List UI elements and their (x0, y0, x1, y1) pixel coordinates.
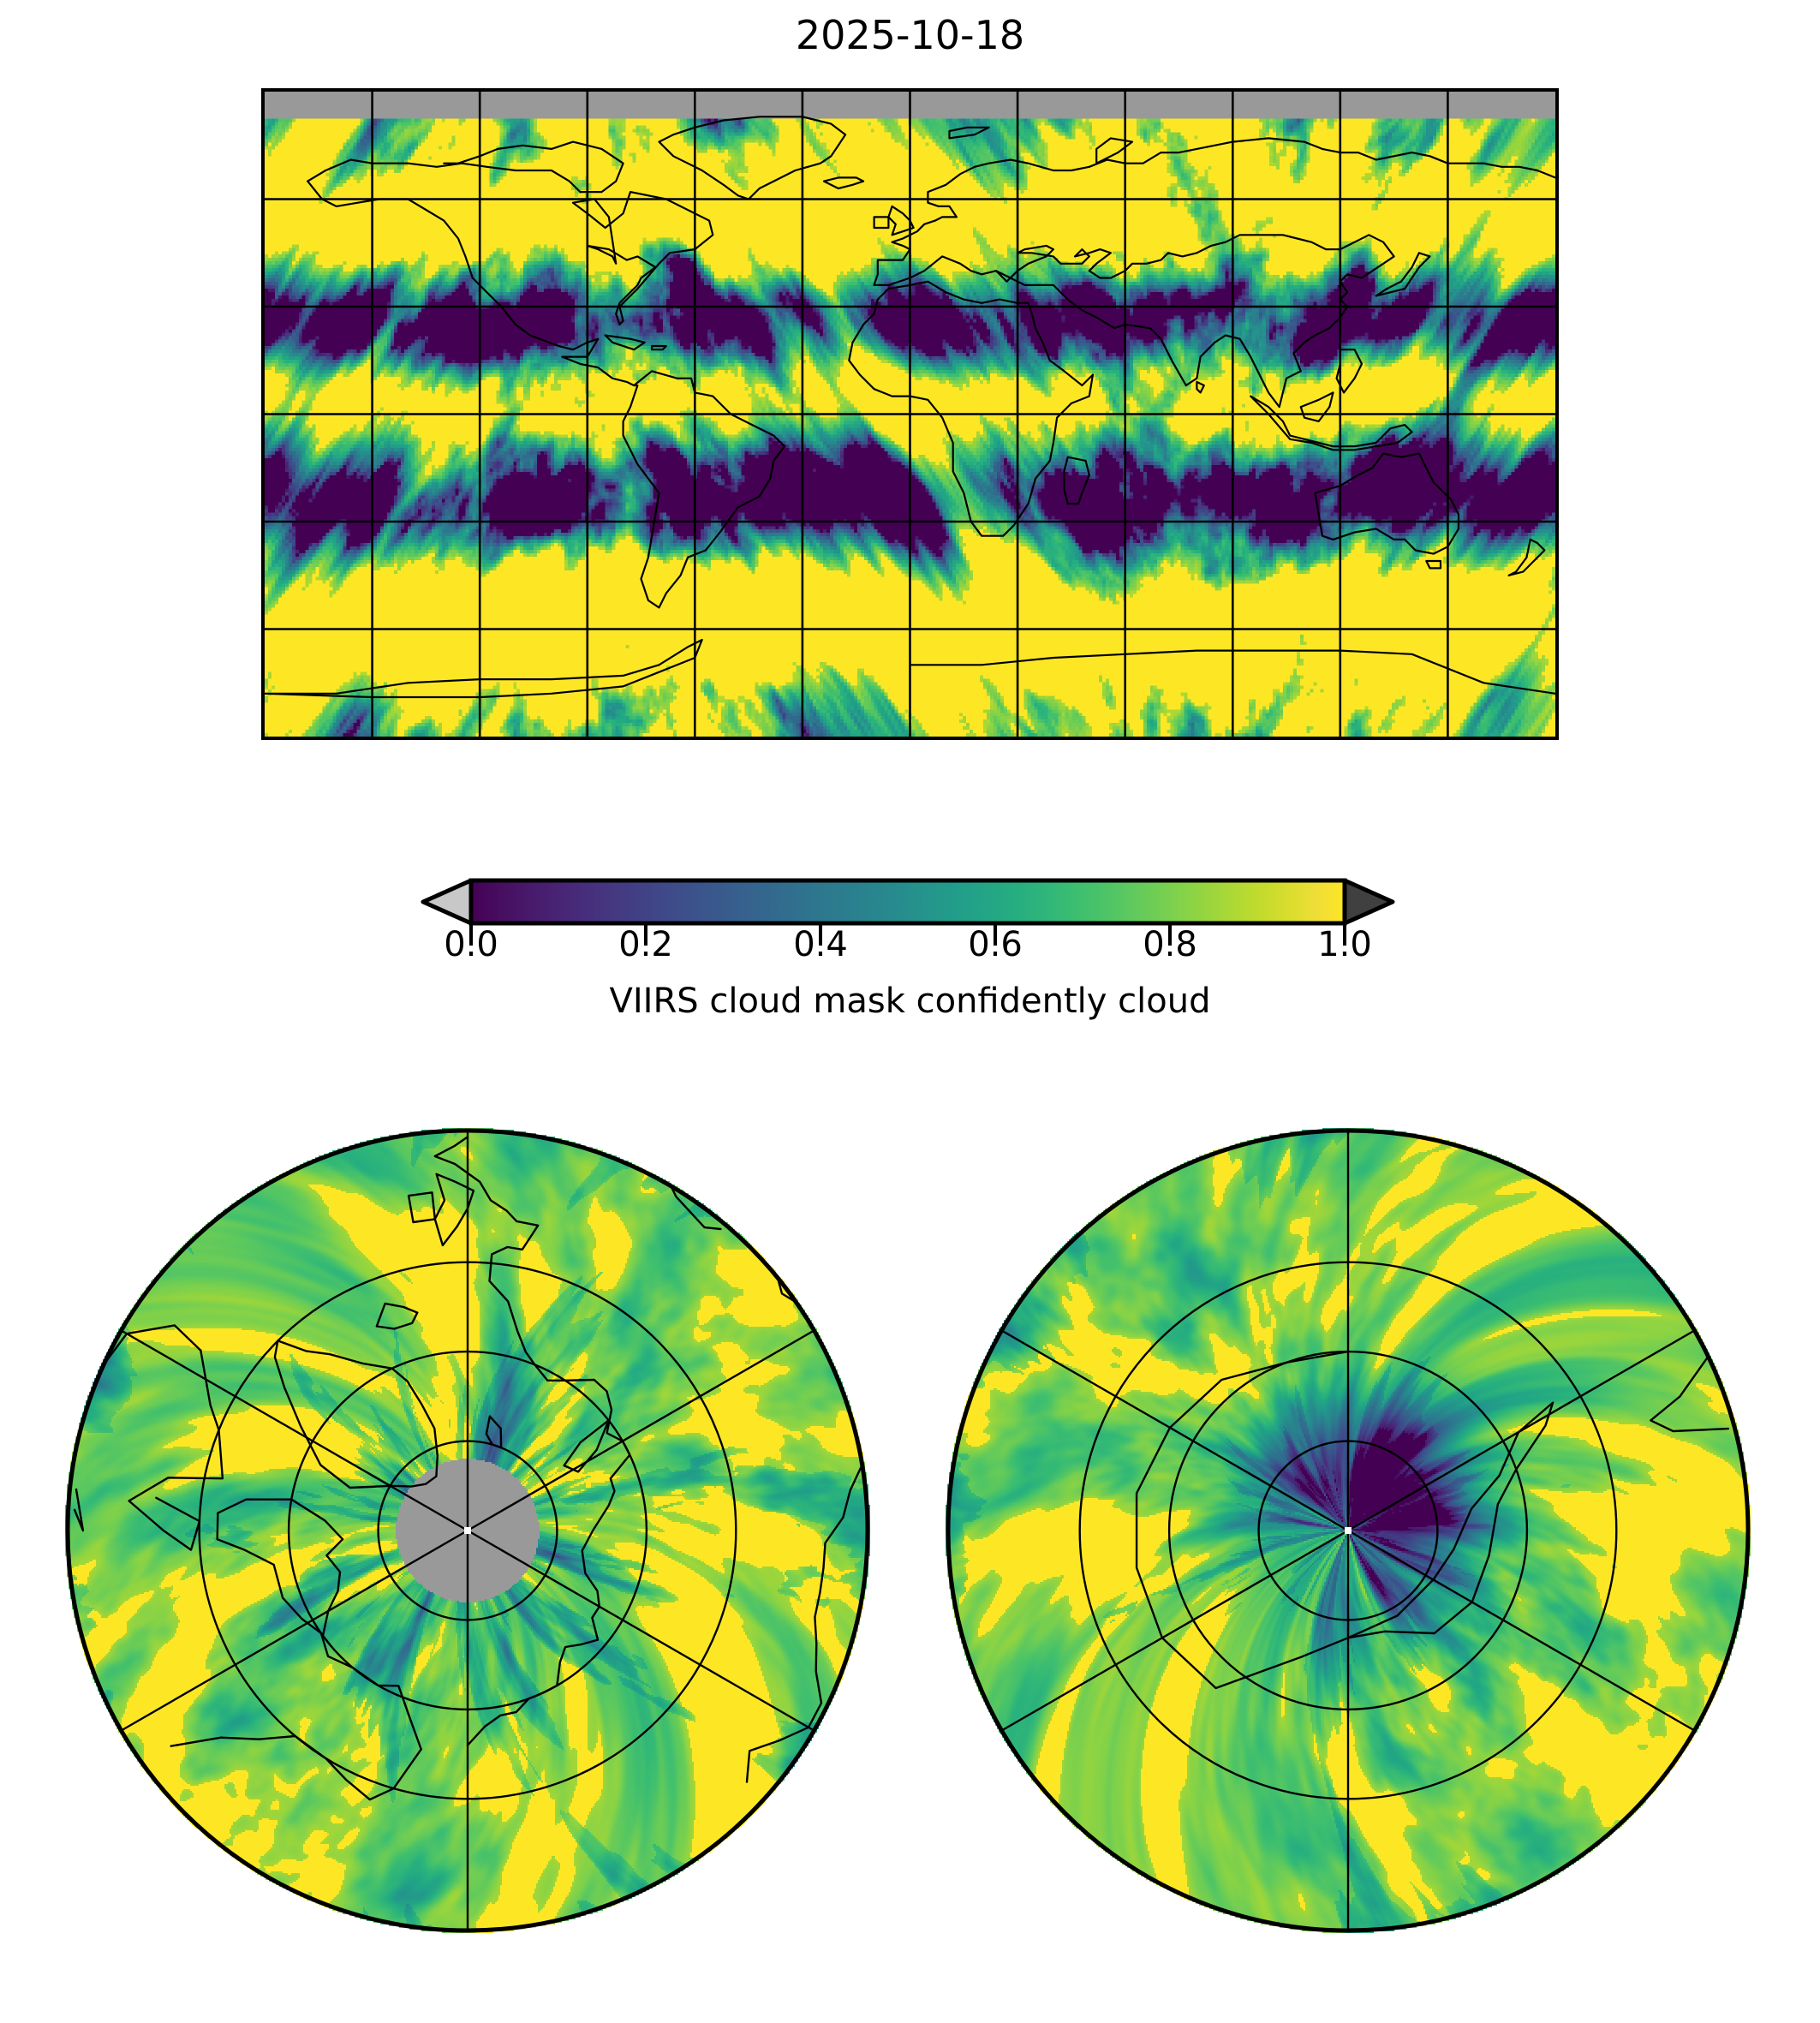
north-polar-panel (65, 1128, 870, 1933)
colorbar: VIIRS cloud mask confidently cloud 0.0 0.… (420, 860, 1400, 1023)
colorbar-tick-label: 0.8 (1143, 925, 1197, 964)
colorbar-tick-label: 0.6 (968, 925, 1023, 964)
page-title: 2025-10-18 (795, 12, 1025, 58)
south-polar-panel (946, 1128, 1751, 1933)
colorbar-tick-label: 0.4 (793, 925, 848, 964)
colorbar-tick-label: 0.2 (618, 925, 673, 964)
colorbar-bar (421, 878, 1395, 946)
colorbar-tick-label: 0.0 (444, 925, 498, 964)
north-polar-overlay (65, 1128, 870, 1933)
global-map-coastlines (265, 116, 1555, 699)
global-map-panel (261, 88, 1559, 740)
colorbar-tick-label: 1.0 (1317, 925, 1372, 964)
colorbar-label: VIIRS cloud mask confidently cloud (609, 982, 1211, 1021)
south-polar-overlay (946, 1128, 1751, 1933)
